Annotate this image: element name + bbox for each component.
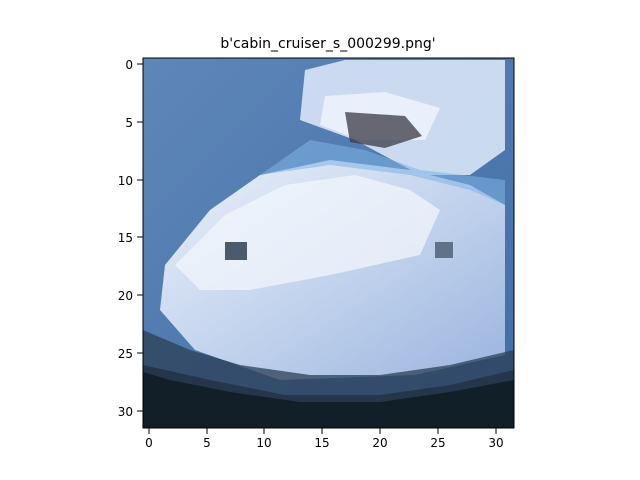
x-tick-label: 0 — [145, 436, 153, 450]
figure-title: b'cabin_cruiser_s_000299.png' — [220, 36, 435, 52]
porthole-right — [435, 242, 453, 258]
image-frame — [142, 57, 515, 429]
y-tick-label: 0 — [125, 58, 133, 72]
x-tick-label: 25 — [430, 436, 445, 450]
image-display — [142, 57, 515, 429]
hull-blue-stripe — [260, 140, 505, 205]
waterline-shadow — [143, 330, 514, 402]
x-tick-label: 10 — [256, 436, 271, 450]
y-tick-label: 15 — [118, 231, 133, 245]
x-tick-label: 20 — [372, 436, 387, 450]
x-tick-label: 15 — [314, 436, 329, 450]
porthole-left — [225, 242, 247, 260]
y-axis: 0 5 10 15 20 25 30 — [118, 58, 143, 419]
hull-white-panel — [175, 175, 440, 290]
y-tick-label: 25 — [118, 347, 133, 361]
x-axis: 0 5 10 15 20 25 30 — [145, 428, 504, 450]
y-tick-label: 30 — [118, 405, 133, 419]
y-tick-label: 20 — [118, 289, 133, 303]
cabin-window-dark — [345, 112, 422, 148]
x-tick-label: 5 — [203, 436, 211, 450]
x-tick-label: 30 — [488, 436, 503, 450]
y-tick-label: 10 — [118, 174, 133, 188]
y-tick-label: 5 — [125, 116, 133, 130]
